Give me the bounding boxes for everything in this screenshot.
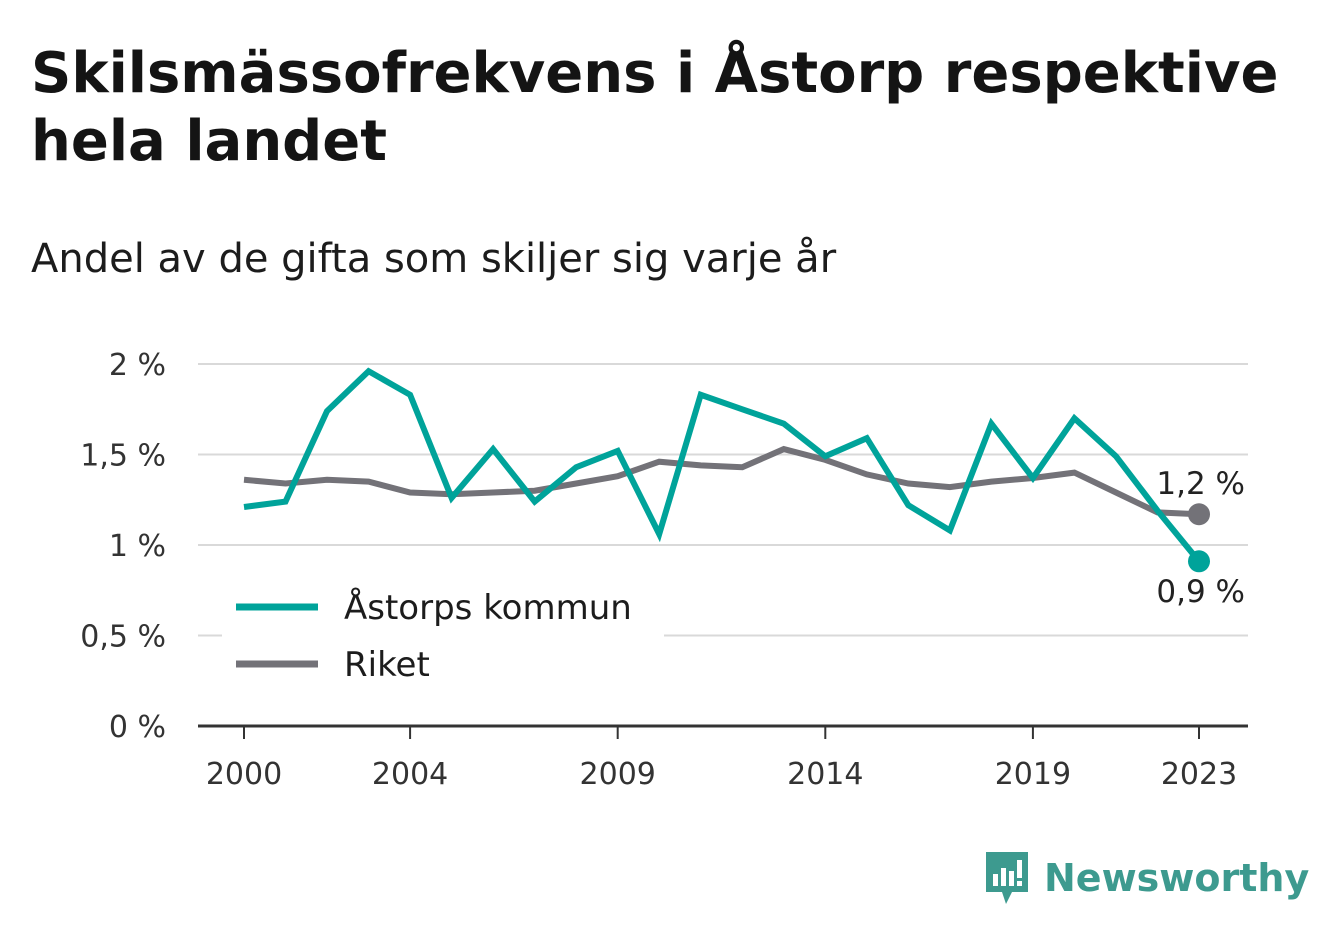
- series-lines: [243, 367, 1210, 573]
- y-tick-label: 0 %: [109, 710, 166, 745]
- end-labels: 1,2 % 0,9 %: [1156, 466, 1245, 610]
- y-tick-label: 0,5 %: [80, 620, 166, 655]
- grid-lines: [198, 363, 1248, 728]
- x-tick-label: 2023: [1161, 757, 1237, 792]
- end-label-astorp: 0,9 %: [1156, 574, 1245, 610]
- chart-subtitle: Andel av de gifta som skiljer sig varje …: [31, 236, 837, 282]
- brand-logo: Newsworthy: [982, 848, 1309, 908]
- x-tick-label: 2000: [206, 757, 282, 792]
- x-tick-label: 2009: [580, 757, 656, 792]
- newsworthy-logo-icon: [986, 852, 1028, 904]
- x-tick-label: 2004: [372, 757, 448, 792]
- series-line: [243, 445, 1200, 518]
- end-point-marker: [1188, 550, 1210, 573]
- y-tick-label: 2 %: [109, 348, 166, 383]
- end-label-riket: 1,2 %: [1156, 466, 1245, 502]
- x-tick-label: 2019: [995, 757, 1071, 792]
- y-tick-label: 1,5 %: [80, 439, 166, 474]
- chart-title: Skilsmässofrekvens i Åstorp respektive h…: [31, 41, 1279, 174]
- series-line: [243, 367, 1202, 564]
- end-point-marker: [1188, 503, 1210, 526]
- brand-name: Newsworthy: [1044, 856, 1310, 900]
- legend: Åstorps kommun Riket: [222, 580, 664, 696]
- legend-label: Riket: [344, 645, 430, 685]
- legend-label: Åstorps kommun: [344, 587, 632, 628]
- y-axis-ticks: 0 % 0,5 % 1 % 1,5 % 2 %: [80, 348, 166, 745]
- x-tick-label: 2014: [787, 757, 863, 792]
- x-axis-ticks: 2000 2004 2009 2014 2019 2023: [206, 726, 1237, 792]
- y-tick-label: 1 %: [109, 529, 166, 564]
